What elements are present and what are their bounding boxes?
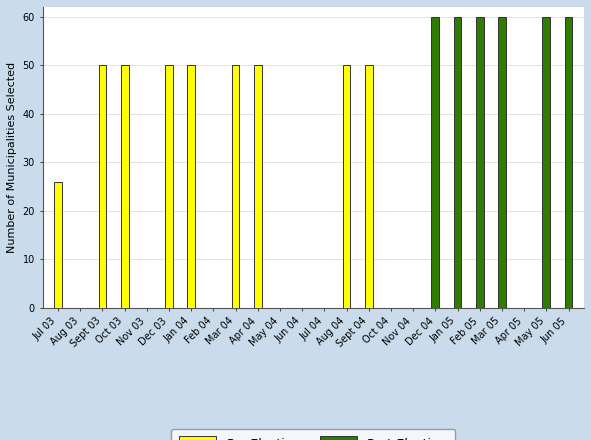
Bar [165,65,173,308]
Y-axis label: Number of Municipalities Selected: Number of Municipalities Selected [7,62,17,253]
Bar [187,65,195,308]
Legend: Pre-Election, Post-Election: Pre-Election, Post-Election [171,429,455,440]
Bar [498,17,506,308]
Bar [431,17,439,308]
Bar [564,17,573,308]
Bar [543,17,550,308]
Bar [121,65,128,308]
Bar [232,65,239,308]
Bar [454,17,462,308]
Bar [99,65,106,308]
Bar [254,65,262,308]
Bar [54,182,62,308]
Bar [365,65,373,308]
Bar [476,17,483,308]
Bar [343,65,350,308]
